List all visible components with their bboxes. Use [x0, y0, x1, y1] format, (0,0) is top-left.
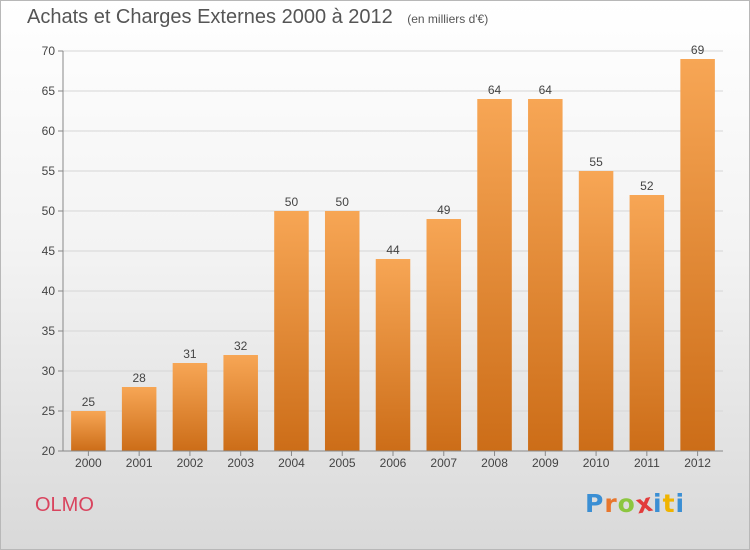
value-label: 50	[285, 195, 299, 209]
labels: 20 25 30 35 40 45 50 55 60 65 70 25 2000 28 2001 31 2002…	[42, 43, 712, 470]
bar-2001	[121, 387, 157, 451]
value-label: 55	[589, 155, 603, 169]
bar-2002	[172, 363, 208, 451]
proxiti-logo[interactable]: Proxiti	[585, 488, 686, 520]
bars	[71, 59, 715, 451]
logo-letter: P	[585, 489, 605, 518]
y-tick-label: 25	[42, 404, 56, 418]
logo-letter: i	[675, 489, 686, 518]
y-tick-label: 30	[42, 364, 56, 378]
x-tick-label: 2010	[583, 456, 610, 470]
bar-2010	[578, 171, 614, 451]
logo-letter: t	[662, 489, 676, 518]
x-tick-label: 2002	[177, 456, 204, 470]
y-tick-label: 40	[42, 284, 56, 298]
value-label: 25	[82, 395, 96, 409]
axes	[58, 50, 723, 456]
value-label: 69	[691, 43, 705, 57]
y-tick-label: 70	[42, 44, 56, 58]
bar-2012	[680, 59, 715, 451]
bar-2009	[528, 99, 563, 451]
value-label: 52	[640, 179, 654, 193]
value-label: 31	[183, 347, 197, 361]
x-tick-label: 2005	[329, 456, 356, 470]
logo-letter: i	[653, 489, 663, 518]
bar-2003	[223, 355, 258, 451]
value-label: 64	[488, 83, 502, 97]
bar-2007	[426, 219, 462, 451]
chart-unit-note: (en milliers d'€)	[407, 12, 489, 26]
y-tick-label: 55	[42, 164, 56, 178]
x-tick-label: 2000	[75, 456, 102, 470]
x-tick-label: 2006	[380, 456, 407, 470]
bar-2006	[375, 259, 411, 451]
y-tick-label: 65	[42, 84, 56, 98]
value-label: 49	[437, 203, 451, 217]
bar-2005	[324, 211, 360, 451]
value-label: 32	[234, 339, 248, 353]
value-label: 64	[539, 83, 553, 97]
chart-title: Achats et Charges Externes 2000 à 2012	[27, 6, 393, 28]
commune-name: OLMO	[35, 494, 94, 516]
y-tick-label: 20	[42, 444, 56, 458]
logo-letter: o	[617, 489, 636, 518]
value-label: 50	[336, 195, 350, 209]
x-tick-label: 2012	[684, 456, 711, 470]
x-tick-label: 2011	[634, 456, 660, 470]
bar-2011	[629, 195, 665, 451]
y-tick-label: 35	[42, 324, 56, 338]
bar-2004	[274, 211, 309, 451]
bar-2008	[477, 99, 512, 451]
y-tick-label: 50	[42, 204, 56, 218]
chart-title-line: Achats et Charges Externes 2000 à 2012 (…	[27, 6, 488, 29]
bar-2000	[71, 411, 106, 451]
y-tick-label: 60	[42, 124, 56, 138]
x-tick-label: 2001	[126, 456, 153, 470]
value-label: 44	[386, 243, 400, 257]
value-label: 28	[132, 371, 146, 385]
logo-letter: r	[604, 489, 618, 518]
x-tick-label: 2004	[278, 456, 305, 470]
x-tick-label: 2003	[227, 456, 254, 470]
y-tick-label: 45	[42, 244, 56, 258]
x-tick-label: 2007	[430, 456, 457, 470]
x-tick-label: 2009	[532, 456, 559, 470]
x-tick-label: 2008	[481, 456, 508, 470]
